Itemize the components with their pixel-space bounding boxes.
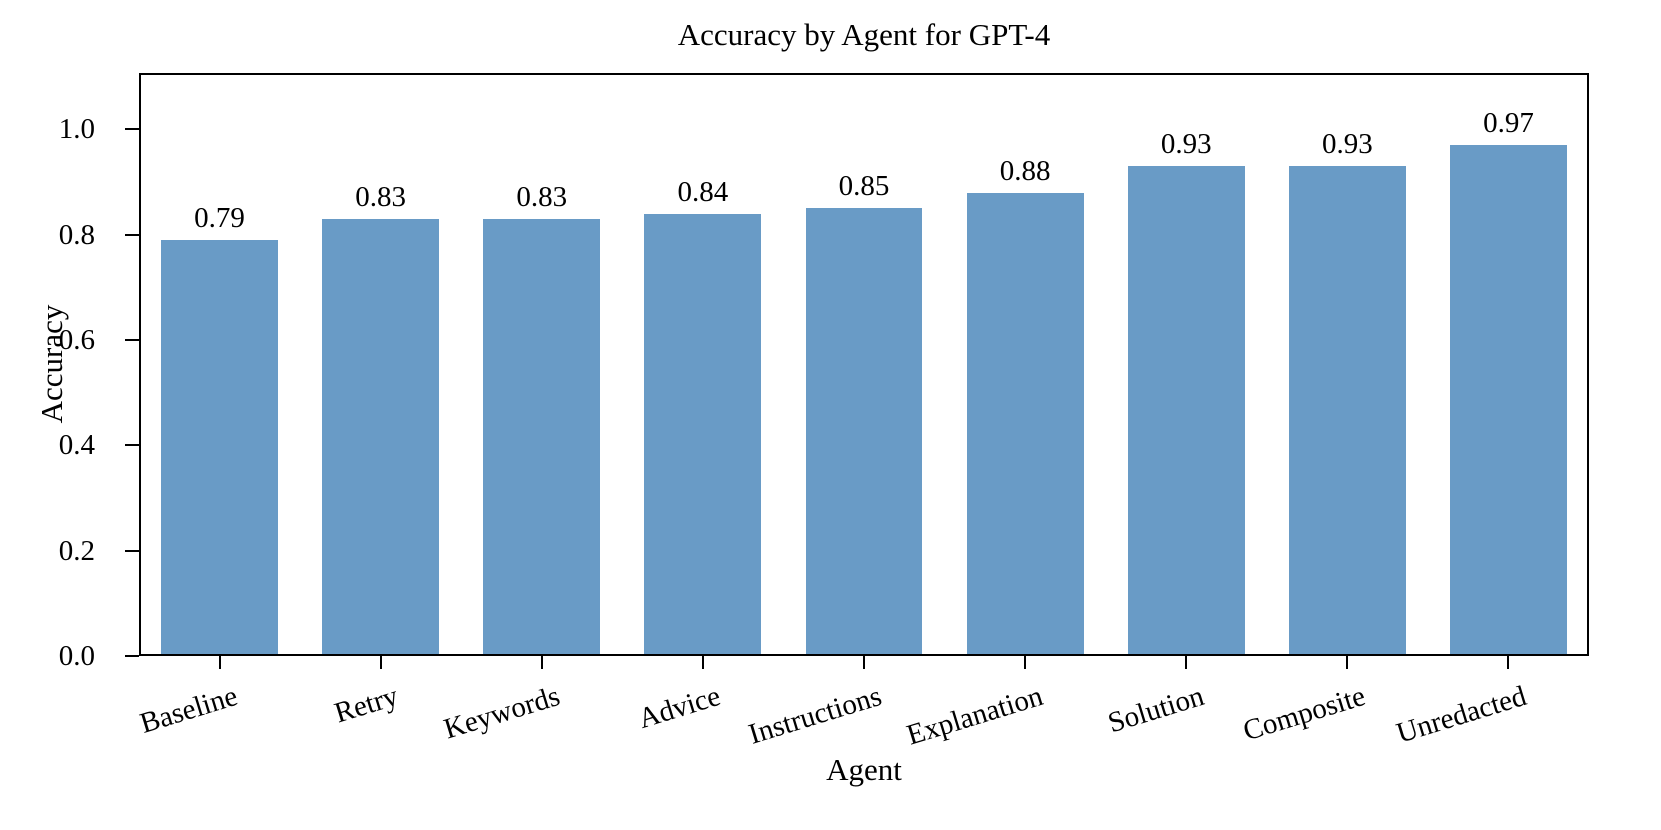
y-tick-mark: [125, 233, 139, 236]
bar-advice: [644, 213, 762, 654]
x-tick-label-advice: Advice: [634, 680, 725, 736]
bar-retry: [322, 218, 440, 654]
chart-title: Accuracy by Agent for GPT-4: [677, 17, 1051, 52]
x-tick-mark: [701, 656, 704, 669]
y-tick-mark: [125, 444, 139, 447]
bar-value-label: 0.83: [516, 180, 568, 213]
x-axis-label: Agent: [826, 752, 902, 787]
x-tick-label-unredacted: Unredacted: [1392, 680, 1530, 750]
y-tick-label: 0.8: [58, 218, 95, 251]
y-tick-label: 0.4: [58, 429, 95, 462]
bar-keywords: [483, 218, 601, 654]
bar-value-label: 0.93: [1321, 128, 1373, 161]
plot-area: 0.79 0.83 0.83 0.84 0.85 0.88 0.93 0.93 0.97: [139, 73, 1589, 656]
y-tick-label: 0.0: [58, 640, 95, 672]
x-tick-mark: [218, 656, 221, 669]
bar-value-label: 0.97: [1483, 107, 1534, 140]
bar-value-label: 0.93: [1160, 128, 1212, 161]
x-tick-label-explanation: Explanation: [903, 680, 1047, 752]
x-tick-mark: [1346, 656, 1349, 669]
y-tick-mark: [125, 655, 139, 657]
x-tick-mark: [379, 656, 382, 669]
x-tick-label-instructions: Instructions: [745, 680, 886, 751]
bar-composite: [1288, 166, 1406, 654]
bar-value-label: 0.84: [677, 175, 729, 208]
bar-instructions: [805, 208, 923, 654]
bar-value-label: 0.85: [838, 170, 890, 203]
x-tick-label-solution: Solution: [1104, 680, 1208, 740]
bar-value-label: 0.79: [194, 201, 245, 234]
bar-explanation: [966, 192, 1084, 654]
x-tick-label-baseline: Baseline: [136, 680, 241, 740]
y-tick-mark: [125, 339, 139, 341]
x-tick-label-composite: Composite: [1239, 680, 1369, 748]
x-tick-label-keywords: Keywords: [439, 680, 564, 746]
y-tick-label: 0.6: [58, 324, 95, 356]
x-tick-mark: [1185, 656, 1188, 669]
bar-solution: [1127, 166, 1245, 654]
y-tick-label: 0.2: [58, 534, 95, 567]
bar-value-label: 0.88: [999, 154, 1051, 187]
bar-unredacted: [1450, 145, 1567, 654]
bar-baseline: [161, 239, 278, 654]
y-tick-label: 1.0: [58, 113, 95, 146]
x-tick-label-retry: Retry: [331, 680, 403, 730]
y-tick-mark: [125, 128, 139, 131]
x-tick-mark: [863, 656, 865, 669]
bar-value-label: 0.83: [355, 180, 407, 213]
y-axis-label: Accuracy: [34, 304, 69, 424]
x-tick-mark: [540, 656, 543, 669]
x-tick-mark: [1507, 656, 1510, 669]
y-tick-mark: [125, 549, 139, 552]
x-tick-mark: [1024, 656, 1027, 669]
